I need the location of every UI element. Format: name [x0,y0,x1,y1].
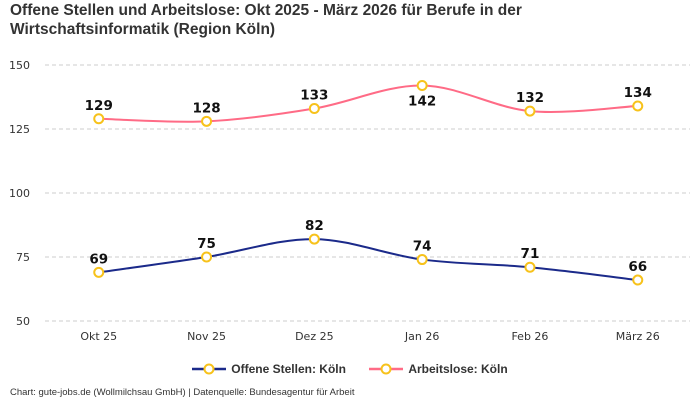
y-tick-label: 75 [16,251,30,264]
data-label: 132 [516,90,544,106]
legend-label: Arbeitslose: Köln [408,362,508,376]
x-tick-label: Jan 26 [404,330,439,343]
data-label: 142 [408,93,436,109]
data-point [201,251,213,263]
chart-title: Offene Stellen und Arbeitslose: Okt 2025… [10,2,522,38]
data-label: 66 [628,259,647,275]
x-tick-label: März 26 [616,330,660,343]
data-label: 71 [521,246,540,262]
series-line [98,84,638,123]
x-tick-label: Okt 25 [80,330,117,343]
legend-marker-icon [192,363,227,375]
series-line [98,238,638,282]
data-label: 74 [413,239,432,255]
x-tick-label: Feb 26 [511,330,548,343]
data-point [308,233,320,245]
data-point [201,115,213,127]
data-point [93,113,105,125]
y-tick-label: 125 [9,123,30,136]
line-chart: 50 75 100 125 150 Okt 25 Nov 25 Dez 25 Jan 26 Feb… [9,59,690,343]
data-label: 133 [300,88,328,104]
x-tick-label: Nov 25 [187,330,226,343]
legend-label: Offene Stellen: Köln [231,362,346,376]
data-label: 128 [192,100,220,116]
legend-item-arbeitslose[interactable]: Arbeitslose: Köln [369,362,508,376]
y-tick-label: 150 [9,59,30,72]
data-point [524,105,536,117]
legend-item-offene-stellen[interactable]: Offene Stellen: Köln [192,362,346,376]
data-point [524,261,536,273]
data-point [416,79,428,91]
y-tick-label: 50 [16,315,30,328]
data-point [632,274,644,286]
data-point [308,103,320,115]
data-label: 69 [89,251,108,267]
credits: Chart: gute-jobs.de (Wollmilchsau GmbH) … [10,387,355,398]
data-label: 134 [624,85,652,101]
legend-marker-icon [369,363,404,375]
data-label: 129 [85,98,113,114]
data-point [93,266,105,278]
y-tick-label: 100 [9,187,30,200]
data-label: 82 [305,218,324,234]
x-tick-label: Dez 25 [295,330,334,343]
data-label: 75 [197,236,216,252]
data-point [632,100,644,112]
data-point [416,254,428,266]
legend: Offene Stellen: Köln Arbeitslose: Köln [0,362,700,378]
